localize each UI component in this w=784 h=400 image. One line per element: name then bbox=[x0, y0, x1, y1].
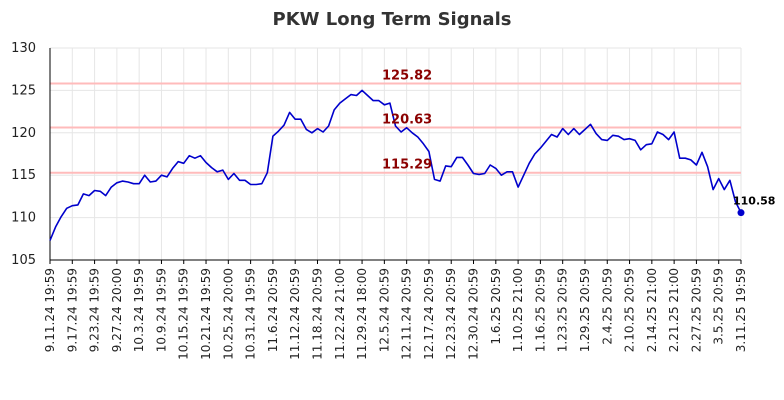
x-tick-label: 11.12.24 20:59 bbox=[288, 268, 302, 360]
y-tick-label: 105 bbox=[11, 253, 36, 268]
y-tick-label: 130 bbox=[11, 41, 36, 56]
axes: 105 110 115 120 125 130 9.11.24 19:59 9.17.24 1… bbox=[11, 41, 748, 360]
x-tick-label: 12.17.24 20:59 bbox=[422, 268, 436, 360]
x-tick-label: 10.25.24 20:00 bbox=[221, 268, 235, 360]
x-tick-label: 3.5.25 20:59 bbox=[712, 268, 726, 345]
x-tick-label: 10.15.24 19:59 bbox=[177, 268, 191, 360]
level-label: 125.82 bbox=[382, 68, 432, 83]
x-tick-label: 10.21.24 19:59 bbox=[199, 268, 213, 360]
x-tick-label: 2.21.25 21:00 bbox=[667, 268, 681, 352]
last-value-label: 110.58 bbox=[733, 195, 775, 208]
price-line bbox=[49, 89, 742, 241]
x-tick-label: 2.14.25 21:00 bbox=[645, 268, 659, 352]
x-tick-label: 12.23.24 20:59 bbox=[444, 268, 458, 360]
x-tick-label: 11.18.24 20:59 bbox=[310, 268, 324, 360]
x-tick-label: 1.16.25 20:59 bbox=[533, 268, 547, 352]
y-tick-label: 110 bbox=[11, 211, 36, 226]
x-tick-label: 10.3.24 19:59 bbox=[132, 268, 146, 352]
x-tick-label: 1.6.25 20:59 bbox=[489, 268, 503, 345]
x-tick-label: 1.29.25 20:59 bbox=[578, 268, 592, 352]
level-label: 120.63 bbox=[382, 112, 432, 127]
chart-title: PKW Long Term Signals bbox=[273, 9, 512, 30]
level-label: 115.29 bbox=[382, 158, 432, 173]
y-tick-label: 115 bbox=[11, 168, 36, 183]
x-tick-label: 12.5.24 20:59 bbox=[377, 268, 391, 352]
x-tick-label: 10.31.24 19:59 bbox=[244, 268, 258, 360]
x-tick-label: 3.11.25 19:59 bbox=[734, 268, 748, 352]
y-tick-label: 125 bbox=[11, 83, 36, 98]
x-tick-label: 9.11.24 19:59 bbox=[43, 268, 57, 352]
y-tick-label: 120 bbox=[11, 126, 36, 141]
annotations: 110.58 125.82 120.63 115.29 bbox=[382, 68, 775, 207]
x-tick-label: 9.17.24 19:59 bbox=[65, 268, 79, 352]
x-tick-label: 11.6.24 20:59 bbox=[266, 268, 280, 352]
x-tick-label: 2.4.25 20:59 bbox=[600, 268, 614, 345]
x-tick-label: 1.23.25 20:59 bbox=[556, 268, 570, 352]
x-tick-label: 12.11.24 20:59 bbox=[400, 268, 414, 360]
x-tick-label: 2.10.25 20:59 bbox=[623, 268, 637, 352]
x-tick-label: 11.22.24 21:00 bbox=[333, 268, 347, 360]
x-tick-label: 2.27.25 20:59 bbox=[689, 268, 703, 352]
x-tick-label: 1.10.25 21:00 bbox=[511, 268, 525, 352]
x-tick-label: 11.29.24 18:00 bbox=[355, 268, 369, 360]
series-layer bbox=[49, 89, 745, 241]
last-point-marker bbox=[737, 209, 745, 217]
x-tick-label: 10.9.24 19:59 bbox=[154, 268, 168, 352]
x-tick-label: 9.27.24 20:00 bbox=[110, 268, 124, 352]
signal-levels bbox=[50, 82, 741, 174]
x-tick-label: 12.30.24 20:59 bbox=[467, 268, 481, 360]
x-tick-label: 9.23.24 19:59 bbox=[88, 268, 102, 352]
